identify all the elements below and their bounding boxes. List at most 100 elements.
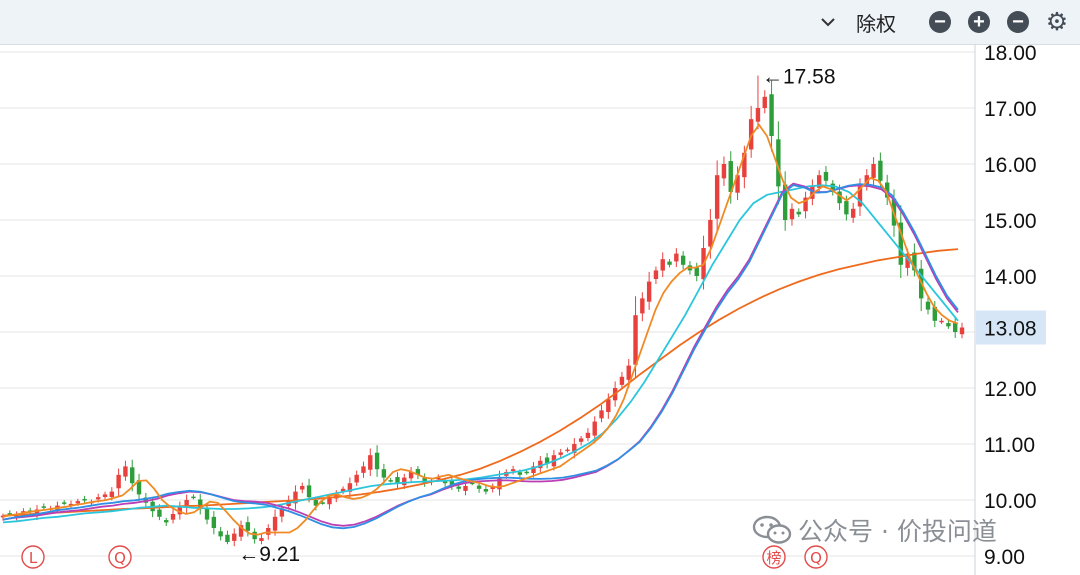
candle-body [878, 160, 883, 181]
candle-body [857, 186, 863, 207]
ma60-line [2, 248, 959, 517]
candle-body [905, 253, 910, 268]
candle-body [109, 491, 115, 498]
minus-circle-glyph: − [929, 11, 951, 33]
candle-body [572, 444, 577, 453]
candle-body [7, 513, 13, 515]
candle-body [769, 94, 774, 136]
minus-circle-icon[interactable]: − [1006, 0, 1030, 44]
candle-body [442, 480, 448, 484]
adjust-mode-label[interactable]: 除权 [856, 11, 896, 36]
ma10-line [2, 183, 959, 530]
candle-body [606, 399, 611, 413]
candle-body [408, 472, 414, 479]
candle-body [816, 175, 822, 188]
candle-body [483, 489, 489, 492]
candle-body [177, 505, 183, 515]
candle-body [742, 152, 747, 178]
candle-body [912, 252, 917, 271]
minus-circle-icon[interactable]: − [928, 0, 952, 44]
wechat-icon [752, 515, 792, 544]
candle-body [667, 261, 672, 265]
candle-body [34, 509, 40, 516]
candle-body [279, 508, 285, 517]
candle-body [538, 460, 543, 469]
plus-circle-icon[interactable]: + [967, 0, 991, 44]
candle-body [850, 208, 856, 218]
current-price-label: 13.08 [984, 318, 1037, 341]
candle-body [810, 186, 815, 199]
event-marker-label: 榜 [766, 549, 781, 567]
candle-body [164, 520, 169, 523]
watermark: 公众号 · 价投问道 [752, 512, 997, 548]
chevron-down-glyph [821, 18, 835, 27]
candle-body [796, 211, 801, 215]
candle-body [347, 483, 353, 492]
candle-body [565, 449, 570, 452]
candle-body [735, 175, 740, 193]
candle-body [640, 298, 645, 314]
candle-body [776, 139, 781, 187]
candle-body [218, 531, 223, 537]
gear-icon[interactable]: ⚙ [1045, 8, 1069, 36]
y-tick-label: 17.00 [984, 98, 1037, 121]
candle-body [232, 533, 237, 541]
chart-toolbar: 除权 − + − ⚙ [0, 0, 1080, 45]
candle-body [102, 494, 108, 498]
event-marker-label: L [29, 549, 38, 567]
candle-body [340, 488, 346, 492]
candle-body [837, 191, 842, 204]
candle-body [470, 482, 475, 485]
candle-body [402, 477, 407, 486]
candle-body [293, 491, 298, 504]
event-marker-circle [108, 545, 132, 569]
candle-body [300, 486, 305, 490]
candle-body [830, 183, 835, 192]
candle-body [952, 323, 958, 332]
candle-body [939, 320, 944, 323]
candle-body [211, 516, 217, 528]
candle-body [68, 503, 74, 506]
y-tick-label: 16.00 [984, 154, 1037, 177]
candle-body [619, 376, 625, 385]
candle-body [374, 452, 380, 470]
candle-body [123, 466, 128, 477]
candle-body [789, 208, 795, 220]
candle-body [898, 222, 903, 265]
event-marker-circle [21, 545, 45, 569]
y-tick-label: 9.00 [984, 546, 1025, 569]
watermark-text: 公众号 · 价投问道 [798, 517, 997, 546]
candle-body [463, 486, 468, 491]
current-price-box [976, 310, 1046, 345]
candle-body [354, 474, 359, 483]
candle-body [884, 182, 890, 198]
candle-body [959, 327, 965, 335]
candle-body [313, 500, 319, 506]
candle-body [21, 511, 26, 513]
candle-body [871, 164, 876, 178]
event-marker-label: Q [114, 549, 126, 567]
candle-body [694, 267, 699, 276]
candle-body [558, 452, 563, 455]
y-tick-label: 11.00 [984, 434, 1035, 457]
candle-body [748, 119, 754, 150]
event-marker-label: Q [810, 549, 822, 567]
candle-body [497, 477, 502, 490]
candle-body [191, 496, 196, 499]
candle-body [578, 438, 584, 442]
y-tick-label: 18.00 [984, 42, 1037, 65]
candle-body [436, 477, 441, 480]
candle-body [531, 466, 536, 474]
y-tick-label: 15.00 [984, 210, 1037, 233]
candle-body [62, 502, 67, 504]
candle-body [116, 474, 121, 489]
minus-circle-glyph: − [1007, 11, 1029, 33]
candle-body [544, 457, 550, 464]
candle-body [361, 466, 366, 473]
chevron-down-icon[interactable] [816, 0, 840, 44]
candle-body [306, 485, 312, 498]
candle-body [388, 480, 393, 482]
y-tick-label: 14.00 [984, 266, 1037, 289]
candle-body [476, 485, 482, 489]
